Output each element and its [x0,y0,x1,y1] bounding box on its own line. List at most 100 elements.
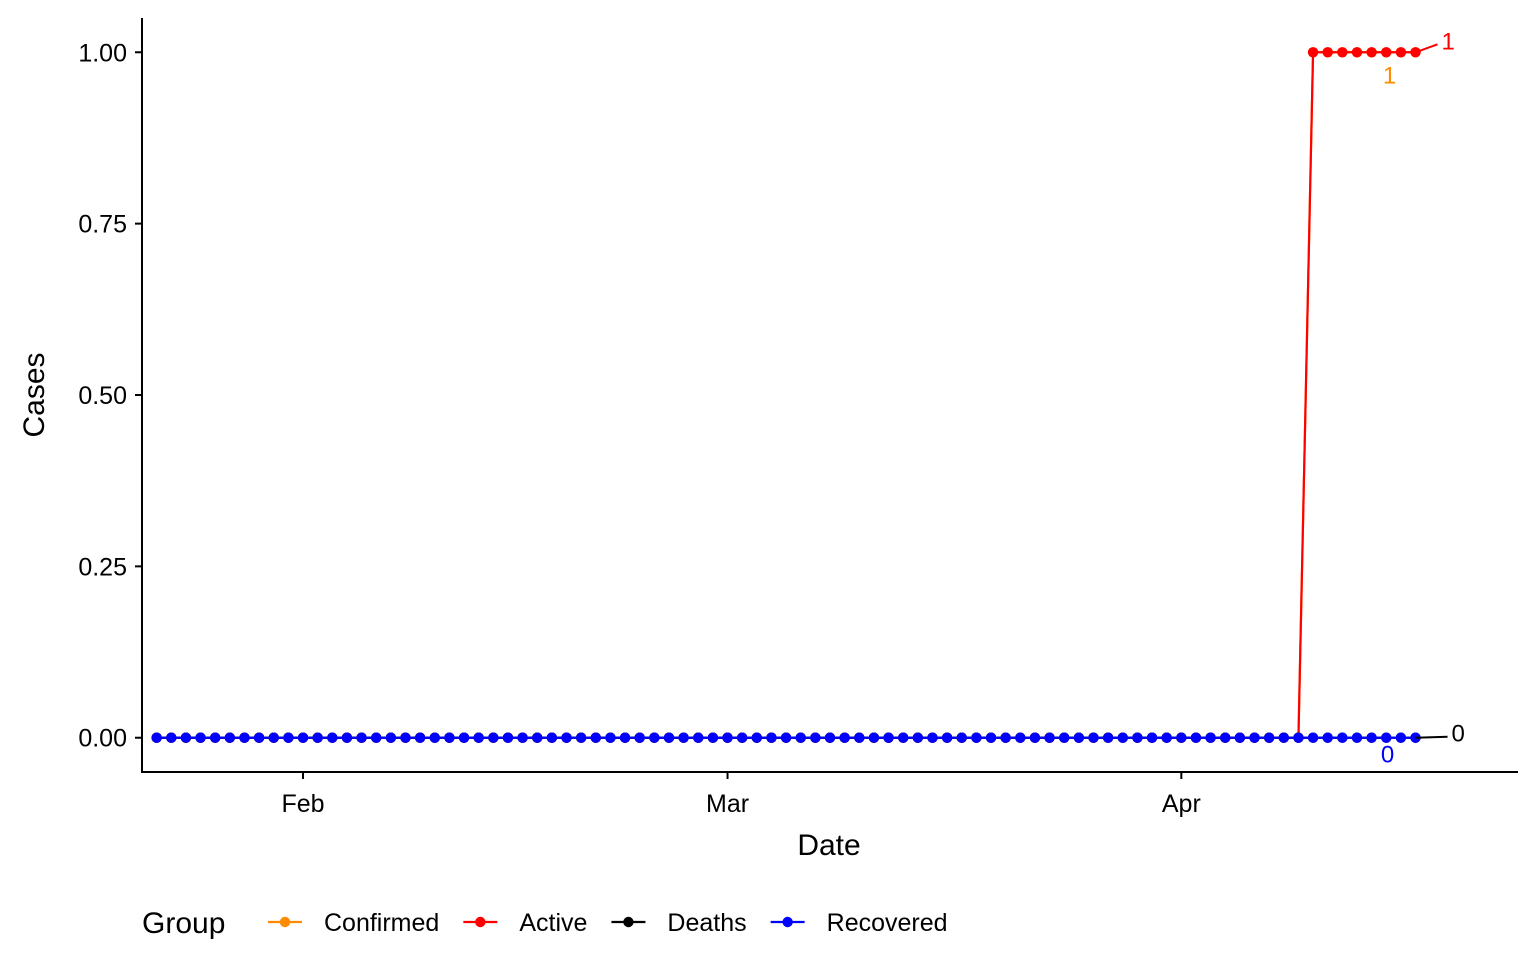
point-recovered [1029,732,1041,743]
point-recovered [751,732,763,743]
legend-key-point-recovered [782,916,793,928]
point-recovered [1395,732,1407,743]
point-recovered [707,732,719,743]
point-recovered [224,732,236,743]
point-recovered [444,732,455,743]
point-recovered [722,732,733,743]
point-recovered [1132,732,1143,743]
point-recovered [736,732,748,743]
point-recovered [502,732,514,743]
point-recovered [634,732,645,743]
point-recovered [473,732,484,743]
point-recovered [780,732,792,743]
point-recovered [1000,732,1011,743]
point-recovered [897,732,909,743]
series-line-confirmed [156,51,1416,739]
point-recovered [1234,732,1246,743]
point-recovered [839,732,850,743]
point-active [1381,47,1392,58]
point-recovered [297,732,309,743]
plot-area: 1 1 0 0 [151,28,1465,769]
point-recovered [414,732,426,743]
x-tick-label: Mar [706,790,749,818]
point-recovered [1220,732,1231,743]
end-label-recovered: 0 [1381,742,1394,769]
point-recovered [356,732,367,743]
point-recovered [488,732,499,743]
legend: Group Confirmed Active Deaths Recovered [142,907,948,940]
point-recovered [590,732,601,743]
point-recovered [795,732,806,743]
point-recovered [605,732,616,743]
point-recovered [1059,732,1070,743]
point-recovered [1337,732,1348,743]
y-tick-label: 1.00 [78,39,127,67]
point-recovered [371,732,382,743]
point-recovered [1322,732,1333,743]
end-label-leader-active [1415,43,1438,54]
point-recovered [312,732,323,743]
point-active [1322,47,1333,58]
x-tick-label: Apr [1162,790,1201,818]
point-recovered [1307,732,1319,743]
x-tick-label: Feb [281,790,324,818]
point-recovered [385,732,397,743]
end-label-deaths: 0 [1452,721,1465,748]
legend-label-recovered: Recovered [827,909,948,937]
x-axis-ticks: Feb Mar Apr [281,772,1201,818]
y-tick-label: 0.75 [78,211,127,239]
legend-label-deaths: Deaths [667,909,746,937]
point-recovered [458,732,470,743]
point-recovered [1161,732,1172,743]
point-recovered [561,732,572,743]
point-recovered [180,732,192,743]
point-recovered [693,732,704,743]
point-recovered [868,732,880,743]
point-recovered [824,732,836,743]
point-recovered [956,732,967,743]
point-recovered [766,732,777,743]
point-recovered [1263,732,1275,743]
point-recovered [1249,732,1260,743]
point-recovered [575,732,587,743]
point-recovered [151,732,162,743]
legend-title: Group [142,907,225,940]
y-tick-label: 0.00 [78,725,127,753]
legend-key-point-deaths [623,916,634,928]
point-recovered [971,732,982,743]
point-active [1351,47,1363,58]
point-recovered [927,732,938,743]
point-recovered [1205,732,1216,743]
y-tick-label: 0.25 [78,553,127,581]
point-recovered [400,732,411,743]
point-recovered [1088,732,1099,743]
point-recovered [663,732,675,743]
end-label-leader-deaths [1415,735,1448,739]
point-recovered [546,732,558,743]
point-recovered [268,732,279,743]
point-recovered [1015,732,1026,743]
point-recovered [854,732,865,743]
point-recovered [678,732,689,743]
point-recovered [1278,732,1289,743]
point-active [1366,47,1377,58]
y-tick-label: 0.50 [78,382,127,410]
point-recovered [195,732,206,743]
point-recovered [883,732,894,743]
point-recovered [1176,732,1187,743]
point-recovered [1102,732,1114,743]
point-active [1337,47,1348,58]
point-recovered [810,732,821,743]
point-recovered [912,732,924,743]
legend-key-point-active [475,916,486,928]
point-recovered [649,732,660,743]
point-recovered [517,732,528,743]
point-recovered [327,732,338,743]
point-recovered [209,732,221,743]
point-recovered [1146,732,1158,743]
end-label-confirmed: 1 [1383,62,1396,89]
point-active [1395,47,1407,58]
x-axis-title: Date [797,829,860,862]
point-recovered [429,732,440,743]
